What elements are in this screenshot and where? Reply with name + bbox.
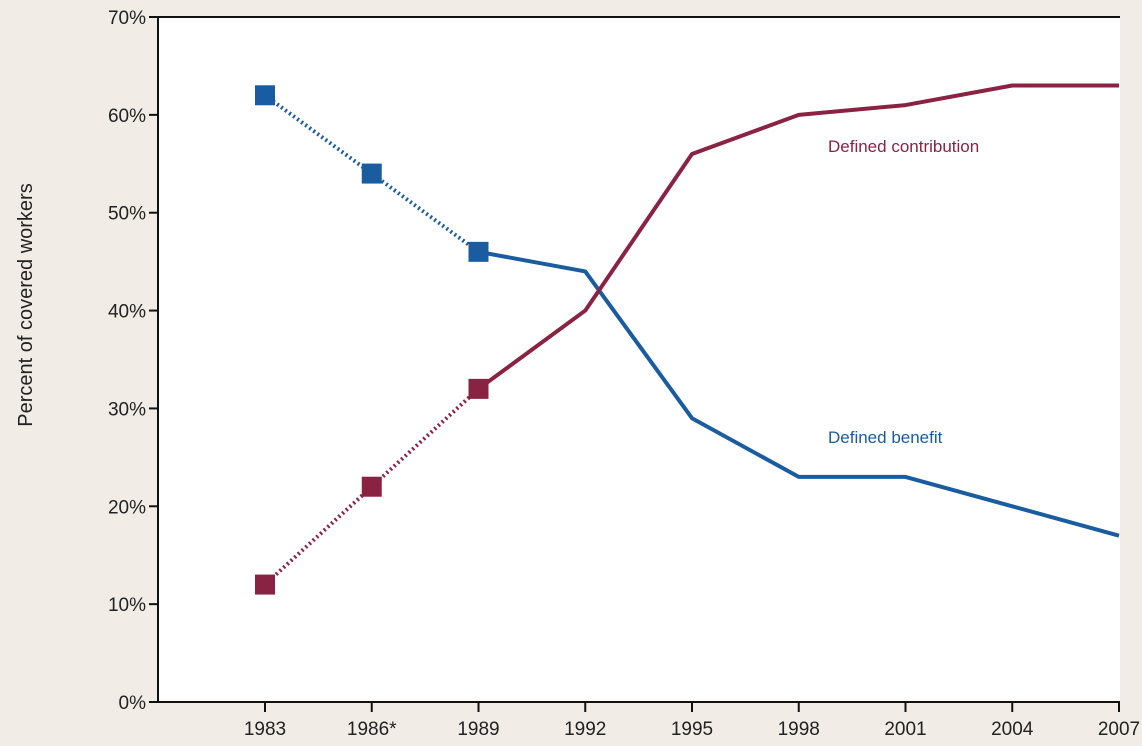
chart-axes: 0% 10% 20% 30% 40% 50% 60% 70% 1983 1986* 1989 1992…: [108, 8, 1140, 740]
series-label: Defined benefit: [828, 428, 943, 447]
y-tick-label: 0%: [119, 693, 147, 714]
y-tick-label: 60%: [108, 106, 146, 127]
x-tick-label: 1989: [457, 719, 499, 740]
data-point-marker: [468, 241, 489, 262]
x-tick-label: 2004: [991, 719, 1034, 740]
series-line-dotted: [263, 93, 480, 254]
x-tick-label: 1995: [671, 719, 713, 740]
x-tick-label: 1983: [244, 719, 286, 740]
data-point-marker: [468, 378, 489, 399]
x-tick-label: 1986*: [347, 719, 397, 740]
y-tick-label: 70%: [108, 8, 146, 29]
y-tick-label: 10%: [108, 595, 146, 616]
series-line: [477, 83, 1119, 391]
x-tick-label: 1992: [564, 719, 606, 740]
series-line: [478, 249, 1120, 538]
series-label: Defined contribution: [828, 137, 979, 156]
data-point-marker: [361, 476, 382, 497]
plot-area: [158, 17, 1120, 702]
x-tick-label: 2001: [884, 719, 926, 740]
x-tick-label: 1998: [778, 719, 820, 740]
data-point-marker: [255, 85, 275, 106]
data-point-marker: [361, 163, 382, 184]
y-tick-label: 40%: [108, 302, 146, 323]
y-axis-title: Percent of covered workers: [15, 183, 37, 426]
chart-marks: Defined benefit Defined contribution: [255, 83, 1120, 595]
data-point-marker: [255, 574, 275, 595]
y-tick-label: 20%: [108, 497, 146, 518]
y-tick-label: 30%: [108, 399, 146, 420]
y-tick-label: 50%: [108, 204, 146, 225]
x-tick-label: 2007: [1098, 719, 1140, 740]
series-line-dotted: [263, 387, 480, 587]
